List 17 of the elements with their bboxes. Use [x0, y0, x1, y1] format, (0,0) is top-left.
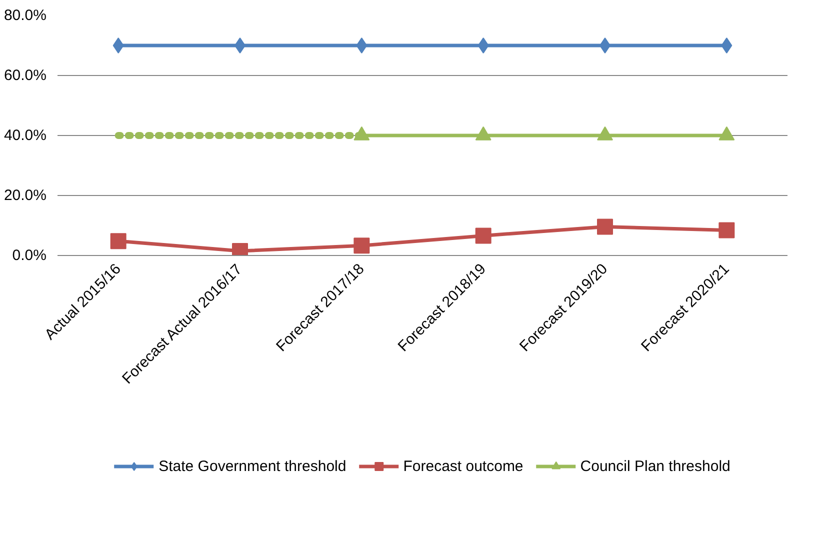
y-tick-label: 20.0%: [4, 187, 47, 204]
point: [354, 238, 370, 254]
y-tick-label: 80.0%: [4, 7, 47, 24]
y-tick-label: 40.0%: [4, 127, 47, 144]
point: [721, 38, 732, 54]
point: [718, 222, 735, 238]
point: [478, 38, 489, 54]
y-tick-label: 60.0%: [4, 67, 47, 84]
legend-label: Forecast outcome: [403, 458, 524, 474]
point: [597, 218, 613, 235]
point: [112, 38, 124, 54]
point: [475, 228, 492, 244]
legend-label: Council Plan threshold: [580, 458, 730, 474]
y-tick-label: 0.0%: [12, 247, 47, 264]
point: [110, 233, 126, 250]
point: [356, 38, 368, 54]
legend-label: State Government threshold: [158, 458, 346, 474]
